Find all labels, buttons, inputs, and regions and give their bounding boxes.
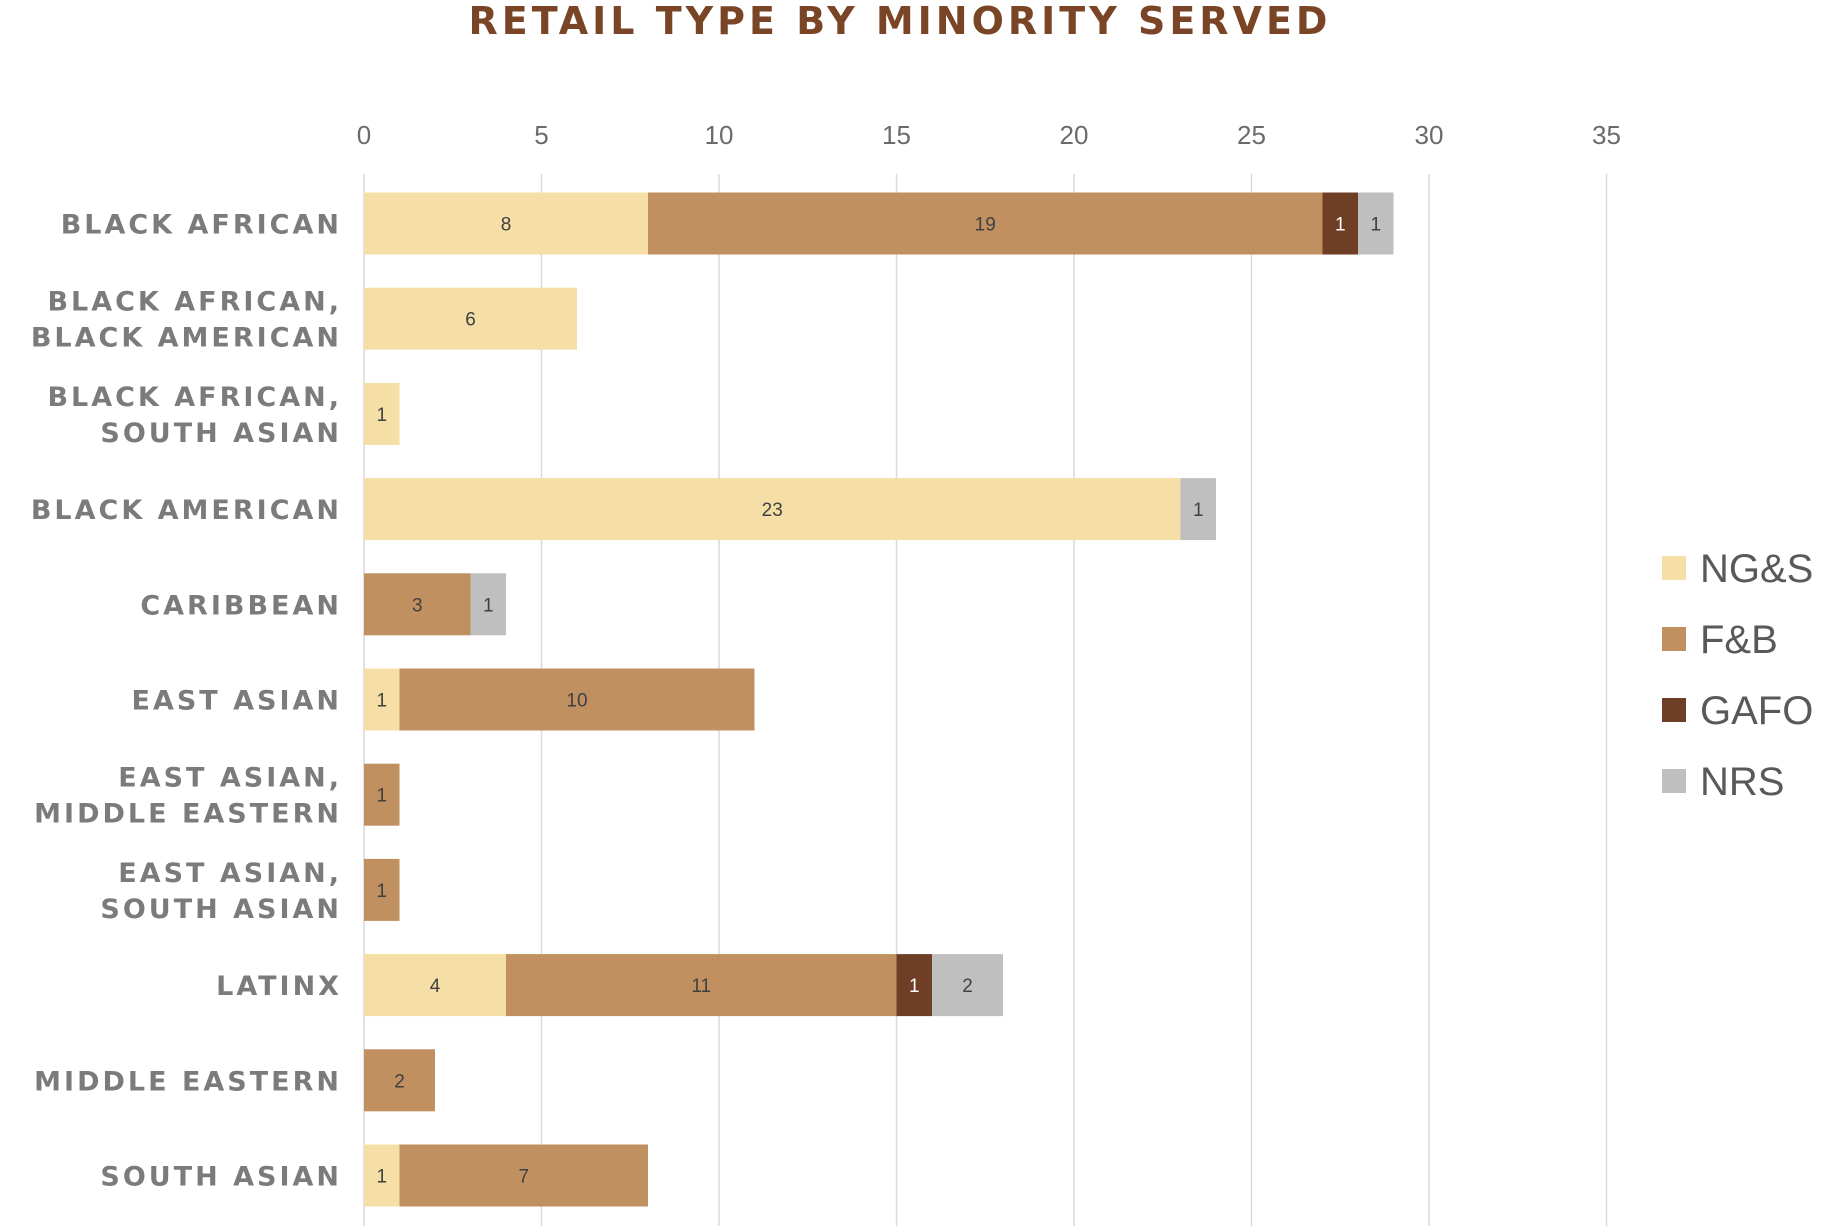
bar-segments	[364, 192, 1394, 1207]
category-label: SOUTH ASIAN	[100, 418, 342, 449]
category-label: BLACK AFRICAN	[61, 210, 342, 241]
category-label: MIDDLE EASTERN	[34, 1066, 342, 1097]
category-label: BLACK AFRICAN,	[47, 382, 342, 413]
data-label: 1	[376, 691, 387, 712]
bar-segment-f-b	[364, 763, 400, 826]
legend-swatch	[1662, 627, 1686, 651]
bar-segment-gafo	[1322, 192, 1358, 255]
legend-swatch	[1662, 556, 1686, 580]
data-label: 1	[1370, 215, 1381, 236]
x-tick-label-10: 10	[705, 120, 734, 150]
data-label: 8	[501, 215, 512, 236]
x-tick-label-35: 35	[1592, 120, 1621, 150]
x-tick-label-5: 5	[534, 120, 548, 150]
bar-segment-ng-s	[364, 668, 400, 731]
data-label: 11	[691, 976, 711, 997]
category-label: EAST ASIAN,	[118, 763, 342, 794]
bar-segment-gafo	[896, 954, 932, 1017]
x-tick-label-15: 15	[882, 120, 911, 150]
x-tick-label-25: 25	[1237, 120, 1266, 150]
category-label: MIDDLE EASTERN	[34, 799, 342, 830]
x-axis-tick-labels: 0 5 10 15 20 25 30 35	[357, 120, 1621, 150]
bar-segment-ng-s	[364, 478, 1181, 541]
category-label: SOUTH ASIAN	[100, 1162, 342, 1193]
bar-segment-f-b	[399, 668, 755, 731]
bar-segment-ng-s	[364, 192, 648, 255]
data-label: 1	[1193, 500, 1204, 521]
bar-segment-f-b	[399, 1144, 648, 1207]
data-label: 1	[376, 786, 387, 807]
data-label: 1	[909, 976, 920, 997]
data-label: 1	[376, 881, 387, 902]
category-label: LATINX	[216, 971, 342, 1002]
category-label: CARIBBEAN	[140, 590, 342, 621]
legend-entry: F&B	[1700, 618, 1778, 662]
data-label: 2	[394, 1071, 405, 1092]
x-tick-label-30: 30	[1415, 120, 1444, 150]
data-label: 2	[962, 976, 973, 997]
data-label: 1	[1335, 215, 1346, 236]
category-label: BLACK AFRICAN,	[47, 287, 342, 318]
category-label: BLACK AMERICAN	[31, 495, 342, 526]
legend-swatch	[1662, 698, 1686, 722]
legend-entry: NRS	[1700, 760, 1784, 804]
category-label: EAST ASIAN,	[118, 858, 342, 889]
legend-swatch	[1662, 769, 1686, 793]
category-label: EAST ASIAN	[132, 686, 342, 717]
data-label: 1	[376, 405, 387, 426]
bar-segment-ng-s	[364, 287, 577, 350]
data-label: 7	[518, 1167, 529, 1188]
data-label: 3	[412, 595, 423, 616]
category-label: BLACK AMERICAN	[31, 323, 342, 354]
bar-segment-nrs	[1180, 478, 1216, 541]
data-label: 1	[376, 1167, 387, 1188]
data-label: 1	[483, 595, 494, 616]
bar-segment-f-b	[648, 192, 1323, 255]
bar-segment-ng-s	[364, 1144, 400, 1207]
bar-segment-ng-s	[364, 382, 400, 445]
bar-segment-f-b	[364, 858, 400, 921]
legend-entry: GAFO	[1700, 689, 1813, 733]
bar-segment-f-b	[506, 954, 897, 1017]
bar-segment-f-b	[364, 573, 471, 636]
category-label: SOUTH ASIAN	[100, 894, 342, 925]
x-tick-label-0: 0	[357, 120, 371, 150]
bar-segment-nrs	[1358, 192, 1394, 255]
data-label: 10	[566, 691, 587, 712]
data-label: 4	[430, 976, 441, 997]
bar-segment-f-b	[364, 1049, 435, 1112]
legend: NG&S F&B GAFO NRS	[1662, 547, 1813, 804]
x-tick-label-20: 20	[1060, 120, 1089, 150]
data-label: 23	[762, 500, 783, 521]
legend-entry: NG&S	[1700, 547, 1813, 591]
chart-title: RETAIL TYPE BY MINORITY SERVED	[469, 0, 1332, 43]
bar-segment-ng-s	[364, 954, 506, 1017]
data-label: 19	[975, 215, 996, 236]
bar-segment-nrs	[932, 954, 1003, 1017]
category-labels: BLACK AFRICAN BLACK AFRICAN, BLACK AMERICA…	[31, 210, 342, 1193]
bar-segment-nrs	[470, 573, 506, 636]
data-label: 6	[465, 310, 476, 331]
